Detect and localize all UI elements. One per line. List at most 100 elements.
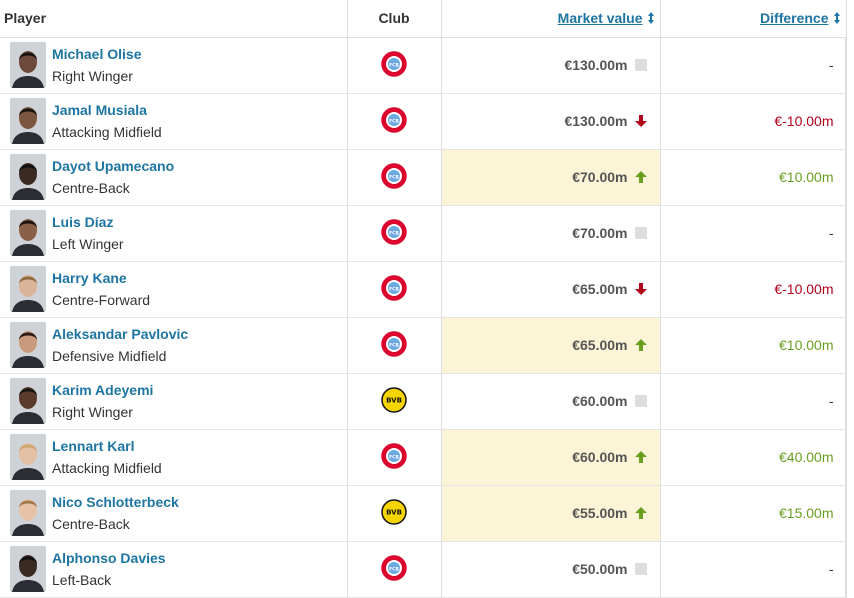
club-logo[interactable]: FCB [381,106,407,133]
player-cell: Harry Kane Centre-Forward [0,261,348,318]
photo-body [12,356,44,368]
trend-none [634,227,647,239]
club-cell: FCB [347,541,442,598]
player-info: Lennart Karl Attacking Midfield [0,434,347,480]
difference: €40.00m [779,449,834,465]
header-difference: Difference [660,0,847,38]
difference-cell: - [660,205,847,262]
photo-hair [19,52,37,60]
sort-icon[interactable] [646,11,656,25]
logo-text: FCB [389,174,399,180]
logo-text: FCB [389,286,399,292]
player-name[interactable]: Nico Schlotterbeck [52,494,179,510]
photo-hair [19,500,37,508]
trend-down [634,283,647,295]
club-logo[interactable]: FCB [381,442,407,469]
player-cell: Luis Díaz Left Winger [0,205,348,262]
market-value-cell: €130.00m [441,93,661,150]
player-name[interactable]: Michael Olise [52,46,142,62]
market-value: €60.00m [572,393,628,409]
photo-face [19,443,37,465]
player-photo [10,210,46,256]
player-row: Karim Adeyemi Right Winger BVB €60.00m - [0,373,847,430]
club-logo[interactable]: FCB [381,274,407,301]
club-cell: FCB [347,149,442,206]
difference-cell: - [660,373,847,430]
player-photo [10,98,46,144]
club-logo[interactable]: FCB [381,218,407,245]
player-text: Michael Olise Right Winger [52,43,141,87]
player-cell: Dayot Upamecano Centre-Back [0,149,348,206]
player-position: Right Winger [52,404,133,420]
player-row: Harry Kane Centre-Forward FCB €65.00m €-10.0… [0,261,847,318]
player-cell: Alphonso Davies Left-Back [0,541,348,598]
market-value: €55.00m [572,505,628,521]
player-name[interactable]: Karim Adeyemi [52,382,154,398]
player-text: Lennart Karl Attacking Midfield [52,435,162,479]
player-text: Aleksandar Pavlovic Defensive Midfield [52,323,188,367]
photo-face [19,219,37,241]
logo-text: FCB [389,62,399,68]
player-name[interactable]: Dayot Upamecano [52,158,175,174]
player-photo [10,546,46,592]
player-info: Jamal Musiala Attacking Midfield [0,98,347,144]
photo-face [19,331,37,353]
photo-body [12,132,44,144]
player-info: Michael Olise Right Winger [0,42,347,88]
player-name[interactable]: Harry Kane [52,270,127,286]
player-row: Lennart Karl Attacking Midfield FCB €60.00m… [0,429,847,486]
photo-body [12,76,44,88]
difference-cell: €10.00m [660,149,847,206]
player-position: Left-Back [52,572,112,588]
club-logo[interactable]: BVB [381,498,407,525]
arrow-up [634,339,647,351]
player-name[interactable]: Jamal Musiala [52,102,147,118]
photo-face [19,275,37,297]
sort-icon[interactable] [832,11,842,25]
player-text: Dayot Upamecano Centre-Back [52,155,174,199]
logo-text: BVB [386,508,402,516]
logo-center [388,281,400,294]
difference-cell: - [660,37,847,94]
photo-hair [19,108,37,116]
header-player: Player [0,0,348,38]
sort-difference[interactable]: Difference [760,10,829,27]
arrow-down [634,283,647,295]
logo-center [388,561,400,574]
player-name[interactable]: Alphonso Davies [52,550,166,566]
no-change [634,59,647,71]
player-name[interactable]: Aleksandar Pavlovic [52,326,189,342]
market-value: €65.00m [572,337,628,353]
player-info: Aleksandar Pavlovic Defensive Midfield [0,322,347,368]
club-logo[interactable]: FCB [381,50,407,77]
trend-up [634,339,647,351]
arrow-up [634,171,647,183]
header-row: Player Club Market value Difference [0,0,847,38]
photo-face [19,387,37,409]
club-cell: FCB [347,37,442,94]
market-value: €70.00m [572,169,628,185]
player-cell: Michael Olise Right Winger [0,37,348,94]
club-cell: FCB [347,317,442,374]
market-value: €130.00m [564,57,628,73]
difference-cell: €-10.00m [660,93,847,150]
photo-face [19,163,37,185]
trend-down [634,115,647,127]
player-position: Attacking Midfield [52,460,162,476]
club-logo[interactable]: FCB [381,330,407,357]
player-cell: Nico Schlotterbeck Centre-Back [0,485,348,542]
sort-market-value[interactable]: Market value [557,10,643,27]
player-name[interactable]: Luis Díaz [52,214,114,230]
player-name[interactable]: Lennart Karl [52,438,135,454]
club-cell: FCB [347,93,442,150]
player-photo [10,42,46,88]
player-position: Centre-Forward [52,292,151,308]
photo-body [12,524,44,536]
club-logo[interactable]: BVB [381,386,407,413]
photo-hair [19,388,37,396]
club-logo[interactable]: FCB [381,554,407,581]
player-position: Defensive Midfield [52,348,167,364]
club-logo[interactable]: FCB [381,162,407,189]
photo-face [19,107,37,129]
